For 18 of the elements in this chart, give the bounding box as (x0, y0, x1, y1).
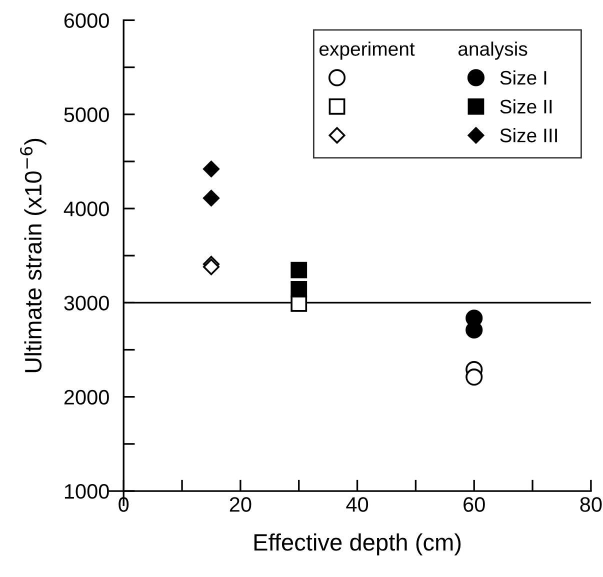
annotation: experiment (320, 42, 415, 60)
y-axis-title: Ultimate strain (x10$^{−6}$) (20, 138, 46, 372)
x-tick-label: 80 (580, 497, 602, 512)
annotation: analysis (458, 42, 528, 60)
x-tick-label: 60 (464, 497, 485, 512)
legend-label: Size III (500, 128, 557, 142)
y-tick-label: 2000 (64, 390, 109, 405)
legend-label: Size II (500, 99, 552, 114)
x-tick-label: 40 (346, 497, 368, 512)
x-tick-label: 20 (230, 497, 252, 512)
y-tick-label: 6000 (64, 13, 109, 28)
y-tick-label: 3000 (64, 296, 109, 310)
y-tick-label: 5000 (64, 107, 109, 122)
x-axis-title: Effective depth (cm) (254, 533, 461, 556)
x-tick-label: 0 (118, 497, 129, 512)
legend-label: Size I (500, 70, 546, 85)
y-tick-label: 1000 (64, 484, 109, 499)
y-tick-label: 4000 (64, 202, 109, 216)
